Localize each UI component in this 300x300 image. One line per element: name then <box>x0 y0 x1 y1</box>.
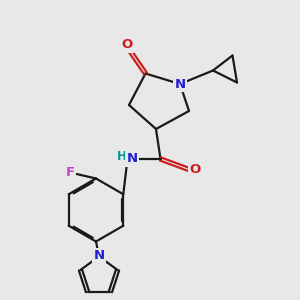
Text: N: N <box>126 152 138 166</box>
Text: N: N <box>174 77 186 91</box>
Text: F: F <box>66 166 75 179</box>
Text: O: O <box>122 38 133 52</box>
Text: H: H <box>117 150 127 163</box>
Text: O: O <box>189 163 201 176</box>
Text: N: N <box>93 249 105 262</box>
